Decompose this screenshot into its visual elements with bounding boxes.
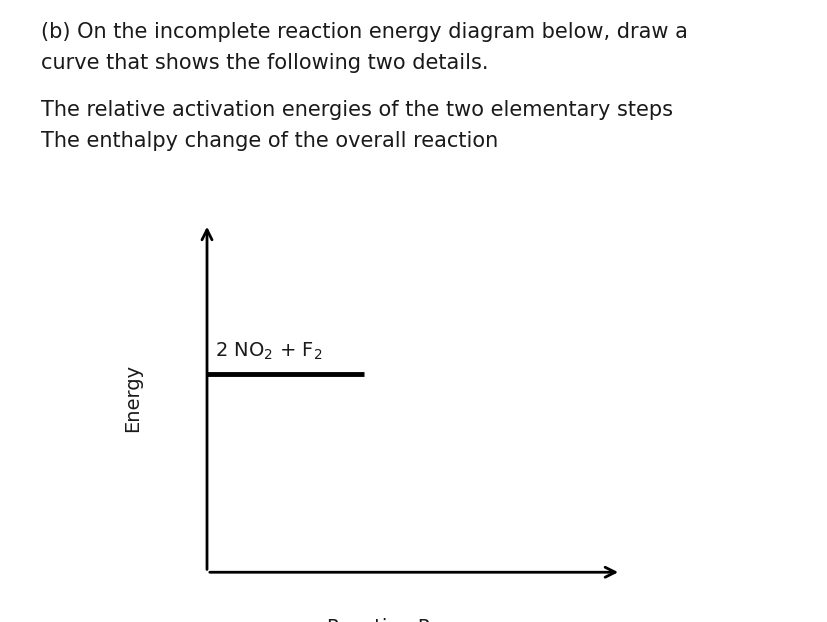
Text: Energy: Energy (123, 364, 141, 432)
Text: The enthalpy change of the overall reaction: The enthalpy change of the overall react… (41, 131, 498, 151)
Text: Reaction Progress: Reaction Progress (327, 618, 500, 622)
Text: The relative activation energies of the two elementary steps: The relative activation energies of the … (41, 100, 672, 119)
Text: 2 NO$_2$ + F$_2$: 2 NO$_2$ + F$_2$ (215, 340, 323, 361)
Text: (b) On the incomplete reaction energy diagram below, draw a: (b) On the incomplete reaction energy di… (41, 22, 687, 42)
Text: curve that shows the following two details.: curve that shows the following two detai… (41, 53, 488, 73)
